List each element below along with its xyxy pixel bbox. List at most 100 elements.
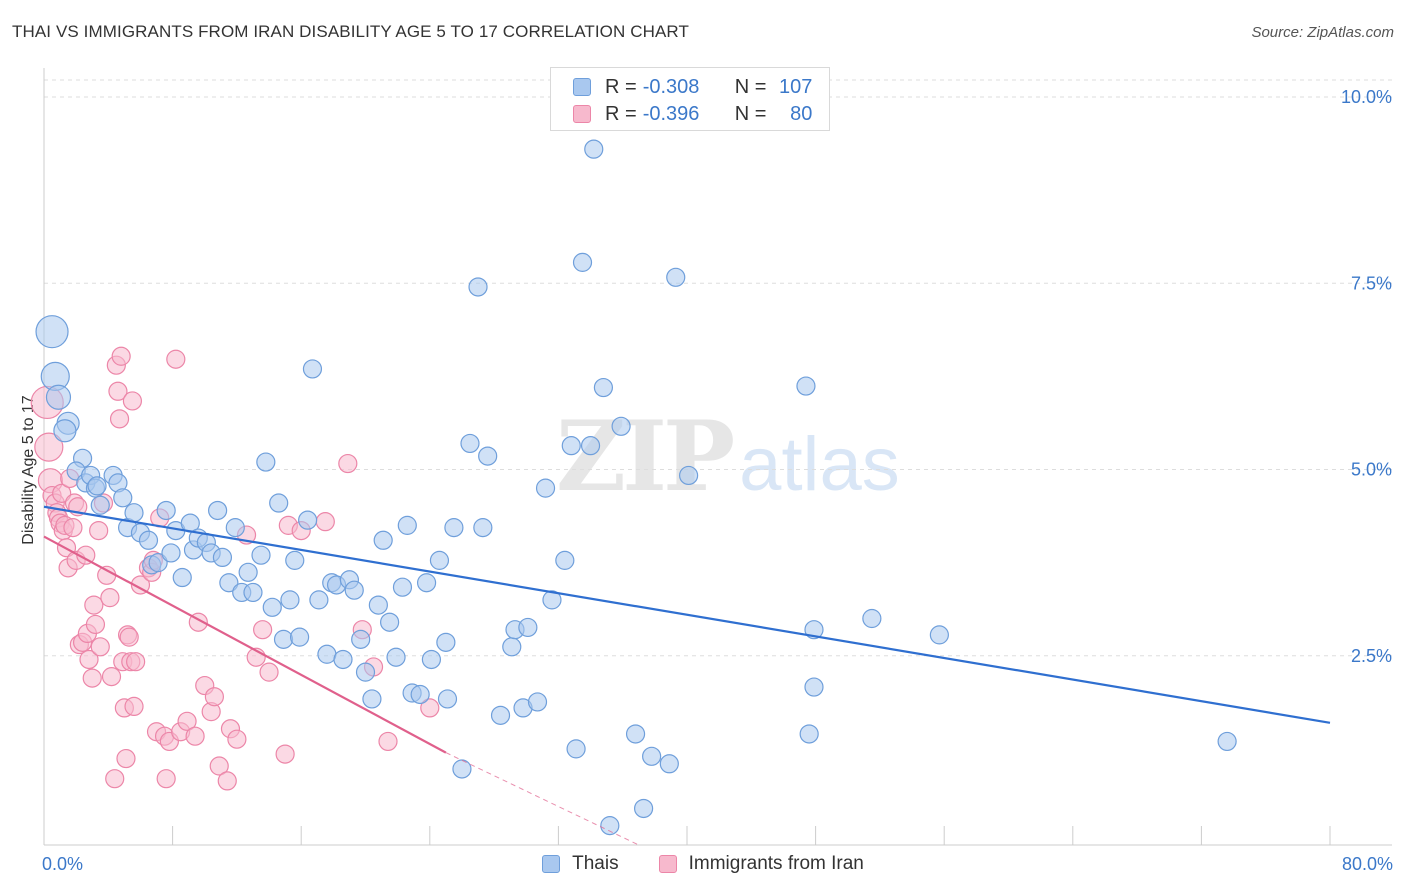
thais-point [611, 416, 631, 436]
tick-labels: 2.5% 5.0% 7.5% 10.0% 0.0% 80.0% [42, 87, 1393, 874]
iran-point [105, 769, 125, 789]
thais-point [256, 452, 276, 472]
iran-trend-extension [445, 752, 639, 846]
thais-point [124, 503, 144, 523]
axes [43, 68, 1392, 846]
thais-point [416, 573, 437, 593]
legend-item-iran: Immigrants from Iran [658, 853, 864, 875]
thais-point [172, 567, 192, 588]
thais-point [625, 724, 646, 744]
y-tick-label: 2.5% [1351, 646, 1392, 666]
r-value: -0.308 [642, 75, 700, 98]
iran-point [82, 668, 102, 688]
thais-point [804, 620, 824, 640]
legend-label-thais: Thais [572, 853, 619, 874]
thais-point [355, 662, 376, 682]
iran-point [217, 771, 237, 791]
iran-point [34, 432, 64, 462]
iran-point [109, 409, 130, 429]
thais-point [368, 595, 388, 615]
thais-point [799, 724, 819, 744]
iran-point [420, 698, 440, 718]
iran-point [227, 729, 247, 749]
thais-point [309, 590, 329, 610]
thais-point [518, 617, 538, 638]
legend-row-iran: R = -0.396 N = 80 [573, 101, 812, 127]
thais-point [138, 530, 159, 550]
thais-point [208, 500, 228, 521]
thais-point [460, 433, 480, 454]
legend-item-thais: Thais [542, 853, 619, 875]
thais-point [666, 267, 686, 287]
iran-point [116, 748, 136, 769]
thais-point [566, 739, 586, 759]
iran-point [166, 349, 186, 369]
y-tick-label: 5.0% [1351, 460, 1392, 480]
thais-point [473, 518, 493, 538]
thais-point [642, 746, 662, 766]
r-label: R = [605, 75, 637, 98]
thais-point [436, 632, 456, 652]
iran-point [156, 769, 176, 789]
thais-point [437, 689, 458, 709]
iran-swatch [658, 855, 677, 873]
thais-point [298, 510, 318, 530]
iran-point [52, 483, 72, 503]
thais-point [593, 377, 614, 398]
iran-point [209, 756, 229, 776]
thais-point [542, 590, 562, 610]
thais-point [392, 577, 413, 597]
trend-lines [43, 505, 1331, 846]
n-label: N = [734, 75, 767, 98]
thais-point [87, 476, 107, 496]
n-value: 80 [790, 102, 813, 125]
thais-point [35, 315, 69, 349]
iran-point [63, 518, 83, 538]
thais-trend-line [43, 505, 1331, 724]
thais-point [478, 446, 498, 466]
iran-point [315, 512, 335, 532]
thais-point [225, 518, 245, 538]
x-tick-label: 80.0% [1342, 854, 1393, 874]
thais-point [156, 500, 176, 521]
thais-point [555, 550, 575, 570]
series-thais-points [35, 139, 1237, 836]
y-tick-label: 10.0% [1341, 87, 1392, 107]
thais-swatch [573, 78, 591, 96]
thais-point [351, 629, 371, 649]
thais-point [251, 545, 271, 565]
iran-point [89, 520, 109, 541]
thais-point [219, 573, 239, 593]
thais-point [212, 547, 233, 568]
thais-point [386, 647, 406, 667]
thais-point [584, 139, 604, 159]
n-label: N = [734, 102, 767, 125]
thais-point [527, 692, 548, 712]
thais-point [333, 649, 353, 670]
series-legend: Thais Immigrants from Iran [0, 851, 1406, 877]
thais-point [273, 629, 294, 649]
thais-point [45, 384, 72, 410]
thais-point [113, 488, 133, 508]
thais-point [280, 590, 300, 610]
thais-swatch [542, 855, 561, 873]
thais-point [796, 376, 816, 396]
thais-point [421, 649, 442, 670]
iran-point [177, 711, 197, 731]
r-label: R = [605, 102, 637, 125]
iran-point [124, 696, 144, 717]
thais-point [285, 550, 305, 570]
iran-point [84, 595, 104, 615]
iran-trend-line [43, 535, 447, 754]
x-tick-label: 0.0% [42, 854, 83, 874]
thais-point [600, 816, 620, 836]
iran-point [111, 346, 131, 366]
iran-point [97, 565, 117, 585]
y-tick-label: 7.5% [1351, 273, 1392, 293]
series-iran-points [30, 346, 440, 791]
thais-point [659, 754, 679, 774]
thais-point [262, 597, 282, 617]
legend-label-iran: Immigrants from Iran [688, 853, 864, 874]
iran-point [122, 391, 143, 411]
